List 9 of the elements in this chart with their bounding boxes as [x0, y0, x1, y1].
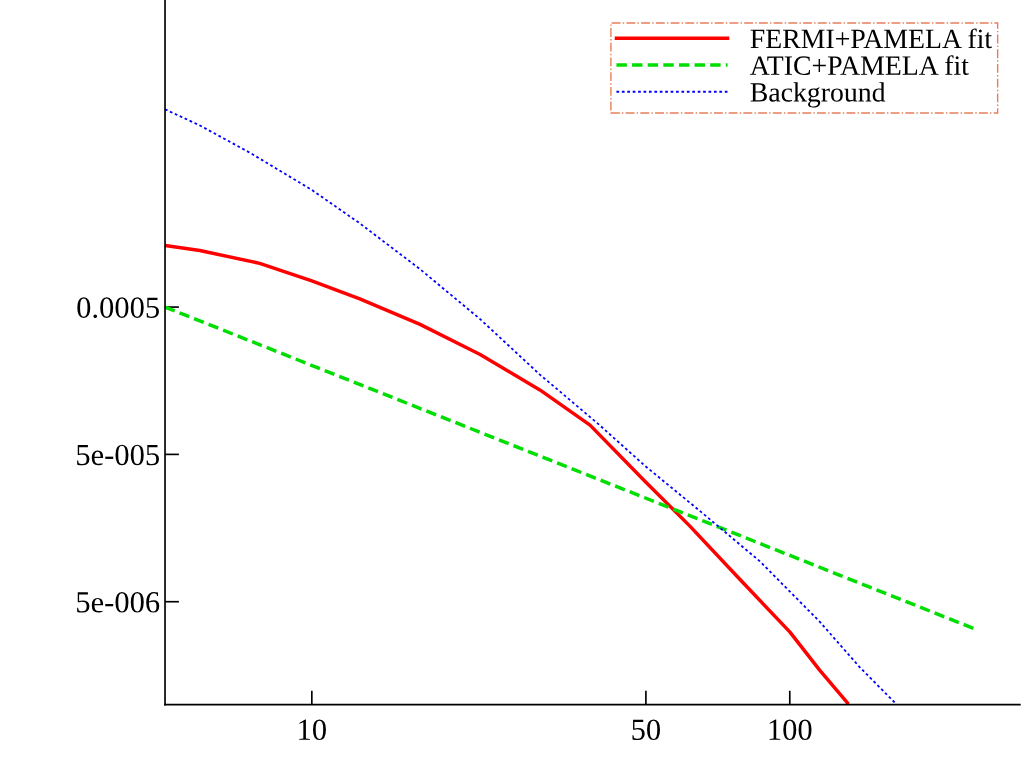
legend-label: ATIC+PAMELA fit — [750, 55, 969, 76]
y-tick-label: 0.0005 — [77, 297, 159, 319]
y-tick-label: 5e-006 — [77, 591, 160, 613]
x-tick-label: 100 — [769, 719, 812, 741]
x-tick-label: 10 — [299, 719, 326, 741]
legend-label: Background — [750, 82, 886, 108]
y-tick-label: 5e-005 — [77, 444, 159, 466]
legend-label: FERMI+PAMELA fit — [750, 28, 992, 49]
x-tick-label: 50 — [632, 719, 661, 741]
